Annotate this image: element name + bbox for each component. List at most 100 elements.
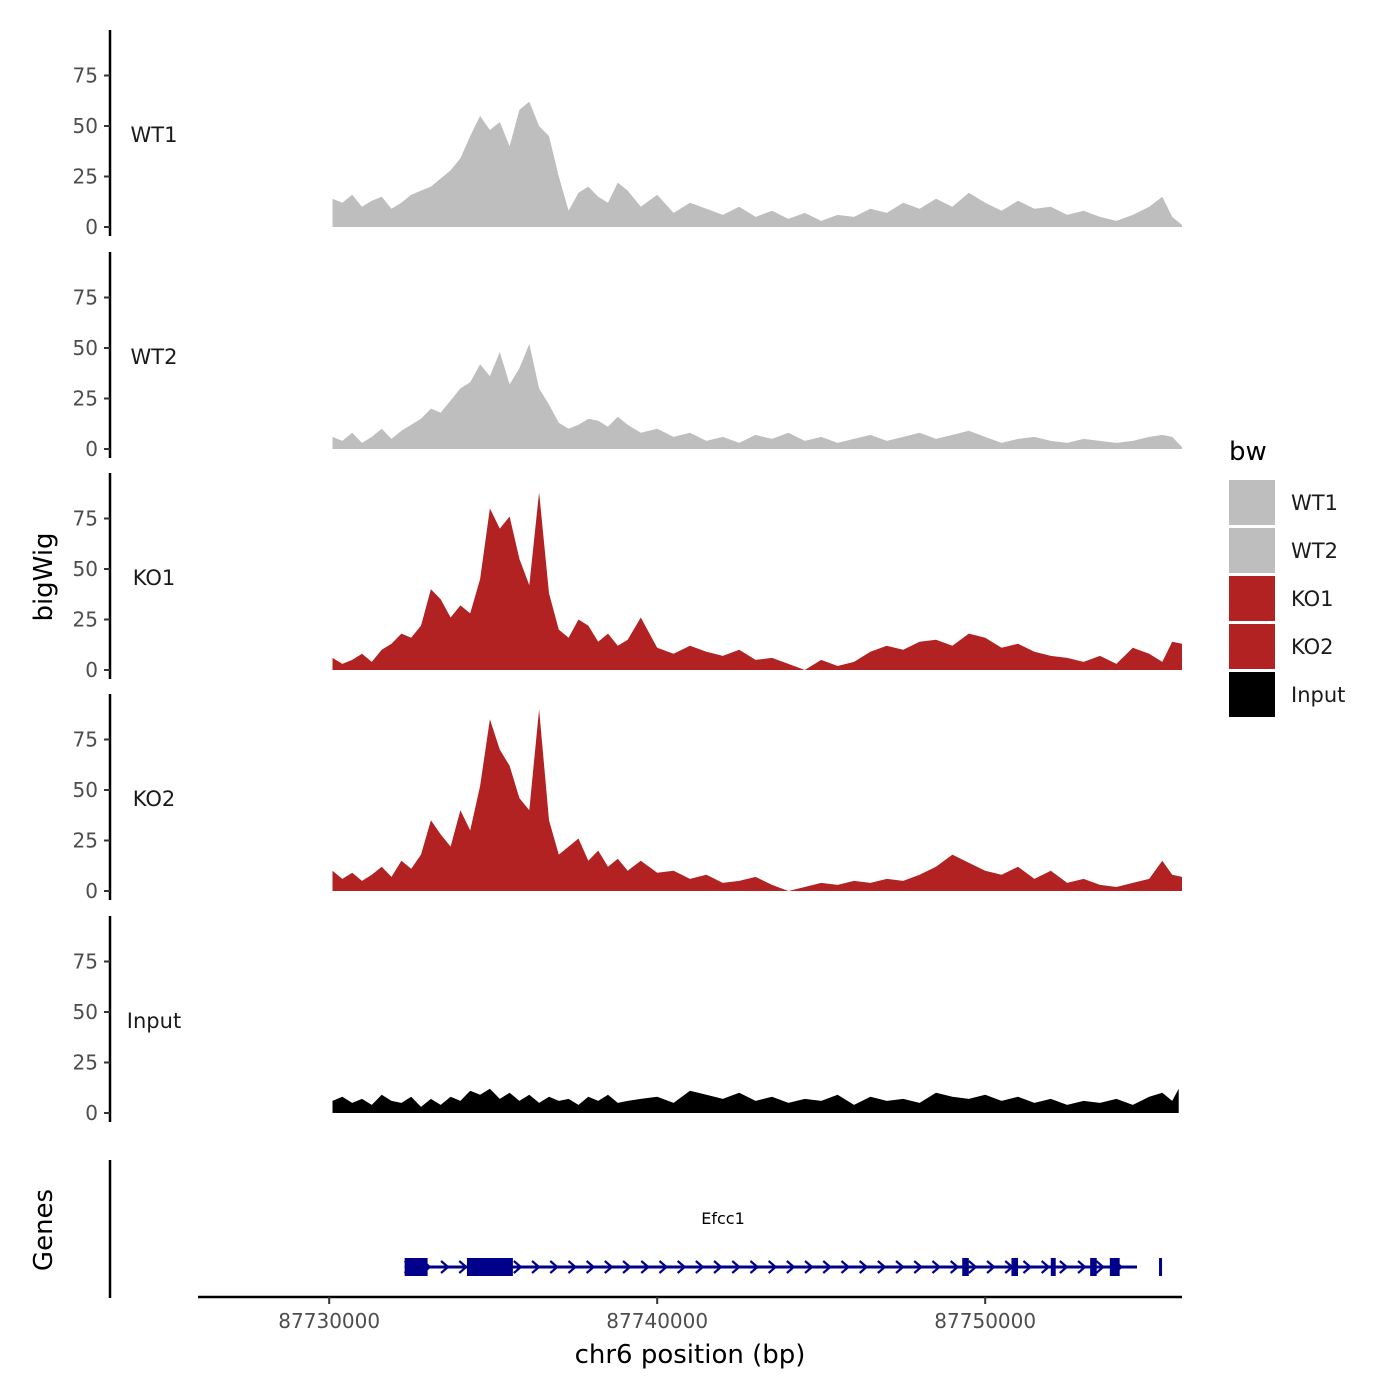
x-tick-label: 87730000: [278, 1309, 380, 1333]
strand-arrow: [604, 1260, 614, 1274]
exon: [466, 1258, 513, 1276]
coverage-area-input: [332, 1088, 1179, 1113]
strand-arrow: [931, 1260, 942, 1274]
legend-label-ko1: KO1: [1291, 587, 1334, 611]
coverage-area-wt2: [332, 344, 1182, 449]
y-tick-label: 25: [73, 387, 98, 411]
coverage-area-wt1: [332, 101, 1182, 227]
strand-arrow: [695, 1260, 705, 1274]
strand-arrow: [949, 1260, 960, 1274]
coverage-tracks: 0 25 50 75 WT1 0 25 50 75 WT2 0 25 50 75 KO1 0 25 50 75 KO2…: [73, 30, 1182, 1125]
strand-arrow: [786, 1260, 796, 1274]
track-label: WT2: [131, 345, 178, 369]
exon: [1090, 1258, 1097, 1276]
legend-label-wt2: WT2: [1291, 539, 1338, 563]
strand-arrow: [567, 1260, 578, 1274]
exon: [962, 1258, 969, 1276]
track-wt1: 0 25 50 75 WT1: [73, 30, 1182, 239]
strand-arrow: [513, 1260, 523, 1274]
strand-arrow: [658, 1260, 669, 1274]
strand-arrow: [986, 1260, 996, 1274]
y-tick-label: 75: [73, 64, 98, 88]
strand-arrow: [440, 1260, 450, 1274]
strand-arrow: [640, 1260, 650, 1274]
strand-arrow: [1022, 1260, 1033, 1274]
y-tick-label: 0: [85, 879, 98, 903]
exon: [404, 1258, 428, 1276]
y-tick-label: 50: [73, 557, 98, 581]
strand-arrow: [458, 1260, 468, 1274]
legend-swatch-wt1: [1229, 480, 1275, 525]
strand-arrow: [895, 1260, 905, 1274]
strand-arrow: [749, 1260, 760, 1274]
x-tick-label: 87740000: [606, 1309, 708, 1333]
track-label: Input: [127, 1009, 181, 1033]
strand-arrow: [531, 1260, 541, 1274]
track-label: KO2: [133, 787, 176, 811]
legend-swatch-ko2: [1229, 624, 1275, 669]
genes-axis-title: Genes: [29, 1189, 59, 1271]
y-tick-label: 25: [73, 165, 98, 189]
strand-arrow: [622, 1260, 632, 1274]
gene-name-label: Efcc1: [701, 1209, 745, 1228]
exon: [1109, 1258, 1120, 1276]
exon: [1159, 1258, 1163, 1276]
strand-arrow: [858, 1260, 869, 1274]
legend-title: bw: [1229, 437, 1267, 467]
strand-arrow: [1059, 1260, 1069, 1274]
y-tick-label: 50: [73, 114, 98, 138]
y-tick-label: 75: [73, 950, 98, 974]
y-tick-label: 25: [73, 1051, 98, 1075]
track-ko2: 0 25 50 75 KO2: [73, 694, 1182, 903]
legend-label-ko2: KO2: [1291, 635, 1334, 659]
y-tick-label: 50: [73, 336, 98, 360]
strand-arrow: [585, 1260, 596, 1274]
coverage-area-ko2: [332, 709, 1182, 891]
strand-arrow: [1040, 1260, 1051, 1274]
legend-label-wt1: WT1: [1291, 491, 1338, 515]
y-tick-label: 50: [73, 1000, 98, 1024]
strand-arrow: [968, 1260, 978, 1274]
y-tick-label: 50: [73, 778, 98, 802]
strand-arrow: [1095, 1260, 1105, 1274]
y-tick-label: 25: [73, 829, 98, 853]
strand-arrow: [840, 1260, 851, 1274]
exon: [1011, 1258, 1018, 1276]
y-tick-label: 75: [73, 728, 98, 752]
y-tick-label: 25: [73, 608, 98, 632]
x-tick-label: 87750000: [934, 1309, 1036, 1333]
y-tick-label: 0: [85, 658, 98, 682]
track-label: KO1: [133, 566, 176, 590]
strand-arrow: [1077, 1260, 1087, 1274]
legend-label-input: Input: [1291, 683, 1345, 707]
y-tick-label: 0: [85, 437, 98, 461]
y-tick-label: 75: [73, 507, 98, 531]
strand-arrow: [877, 1260, 887, 1274]
y-tick-label: 0: [85, 215, 98, 239]
legend: bw WT1 WT2 KO1 KO2 Input: [1229, 437, 1345, 717]
coverage-area-ko1: [332, 492, 1182, 670]
legend-swatch-input: [1229, 672, 1275, 717]
y-axis-title: bigWig: [29, 532, 59, 621]
strand-arrow: [731, 1260, 741, 1274]
strand-arrow: [549, 1260, 559, 1274]
exon: [1050, 1258, 1056, 1276]
strand-arrow: [822, 1260, 832, 1274]
strand-arrow: [804, 1260, 814, 1274]
strand-arrow: [767, 1260, 778, 1274]
legend-swatch-ko1: [1229, 576, 1275, 621]
gene-model: [403, 1258, 1163, 1276]
y-tick-label: 0: [85, 1101, 98, 1125]
y-tick-label: 75: [73, 286, 98, 310]
legend-swatch-wt2: [1229, 528, 1275, 573]
track-input: 0 25 50 75 Input: [73, 916, 1179, 1125]
strand-arrow: [676, 1260, 687, 1274]
x-axis: 87730000 87740000 87750000 chr6 position (…: [198, 1295, 1182, 1370]
x-axis-title: chr6 position (bp): [575, 1340, 806, 1370]
track-ko1: 0 25 50 75 KO1: [73, 473, 1182, 682]
track-wt2: 0 25 50 75 WT2: [73, 252, 1182, 461]
track-label: WT1: [131, 123, 178, 147]
strand-arrow: [913, 1260, 923, 1274]
strand-arrow: [713, 1260, 723, 1274]
